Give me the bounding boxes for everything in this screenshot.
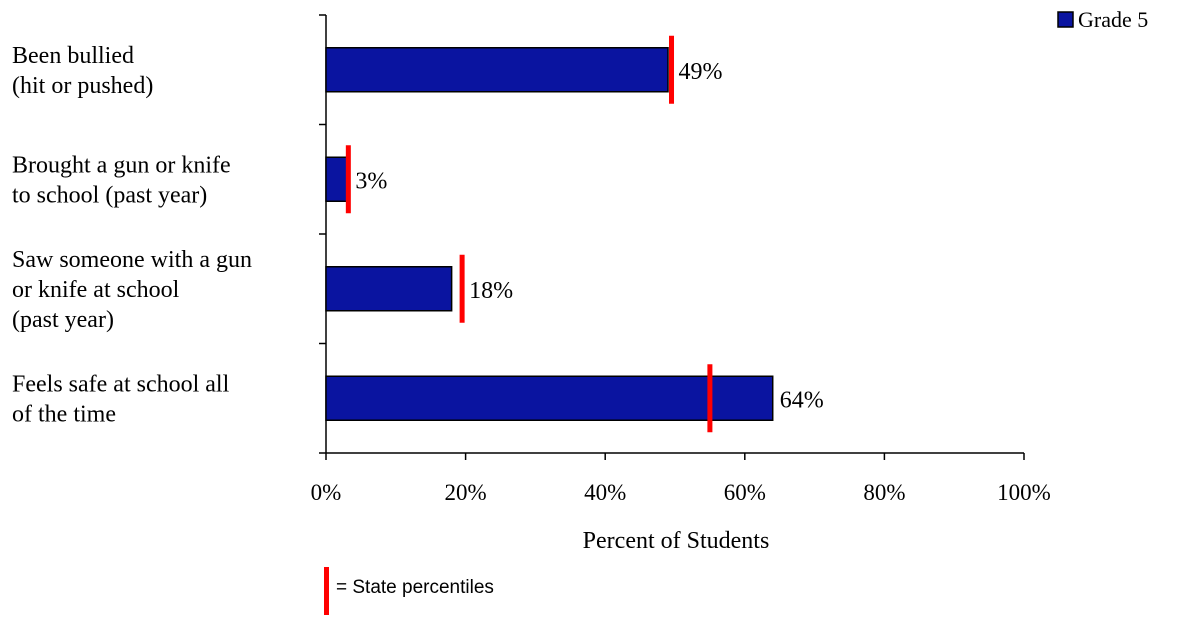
category-label-line: Feels safe at school all [12,371,230,397]
state-percentile-marker [669,35,675,104]
category-label-line: Saw someone with a gun [12,247,252,273]
bar-value-label: 49% [679,59,723,85]
bar [325,375,774,421]
x-tick-label: 0% [311,480,342,505]
x-tick-label: 60% [724,480,766,505]
state-legend-marker [324,567,329,615]
legend-label-grade-5: Grade 5 [1078,7,1148,32]
bar [325,156,348,202]
state-percentile-marker [707,364,713,433]
state-percentile-marker [345,145,351,214]
bar-value-label: 3% [355,168,387,194]
bars-grade-5: 49% 3% 18% 64% [325,35,824,433]
bar [325,47,669,93]
category-label-line: (hit or pushed) [12,73,153,99]
category-label-line: to school (past year) [12,182,207,208]
x-tick-label: 40% [584,480,626,505]
bar [325,266,453,312]
x-tick-label: 80% [863,480,905,505]
bar-value-label: 18% [469,278,513,304]
category-labels: Been bullied (hit or pushed) Brought a gun… [12,43,252,428]
category-label-line: Been bullied [12,43,134,69]
bar-value-label: 64% [780,387,824,413]
category-label-line: or knife at school [12,277,180,303]
state-legend: = State percentiles [324,567,494,615]
legend: Grade 5 [1057,7,1148,32]
legend-swatch-grade-5 [1057,11,1074,28]
category-label: Brought a gun or knife to school (past ye… [12,152,231,208]
category-label: Been bullied (hit or pushed) [12,43,153,99]
category-label: Feels safe at school all of the time [12,371,230,427]
category-label: Saw someone with a gun or knife at school… [12,247,252,333]
category-label-line: Brought a gun or knife [12,152,231,178]
x-tick-label: 20% [445,480,487,505]
x-ticks: 0% 20% 40% 60% 80% 100% [311,453,1051,505]
category-label-line: of the time [12,401,116,427]
x-axis-title: Percent of Students [583,528,770,554]
x-tick-label: 100% [997,480,1051,505]
state-percentile-marker [459,254,465,323]
category-label-line: (past year) [12,307,114,333]
state-legend-label: = State percentiles [336,577,494,598]
